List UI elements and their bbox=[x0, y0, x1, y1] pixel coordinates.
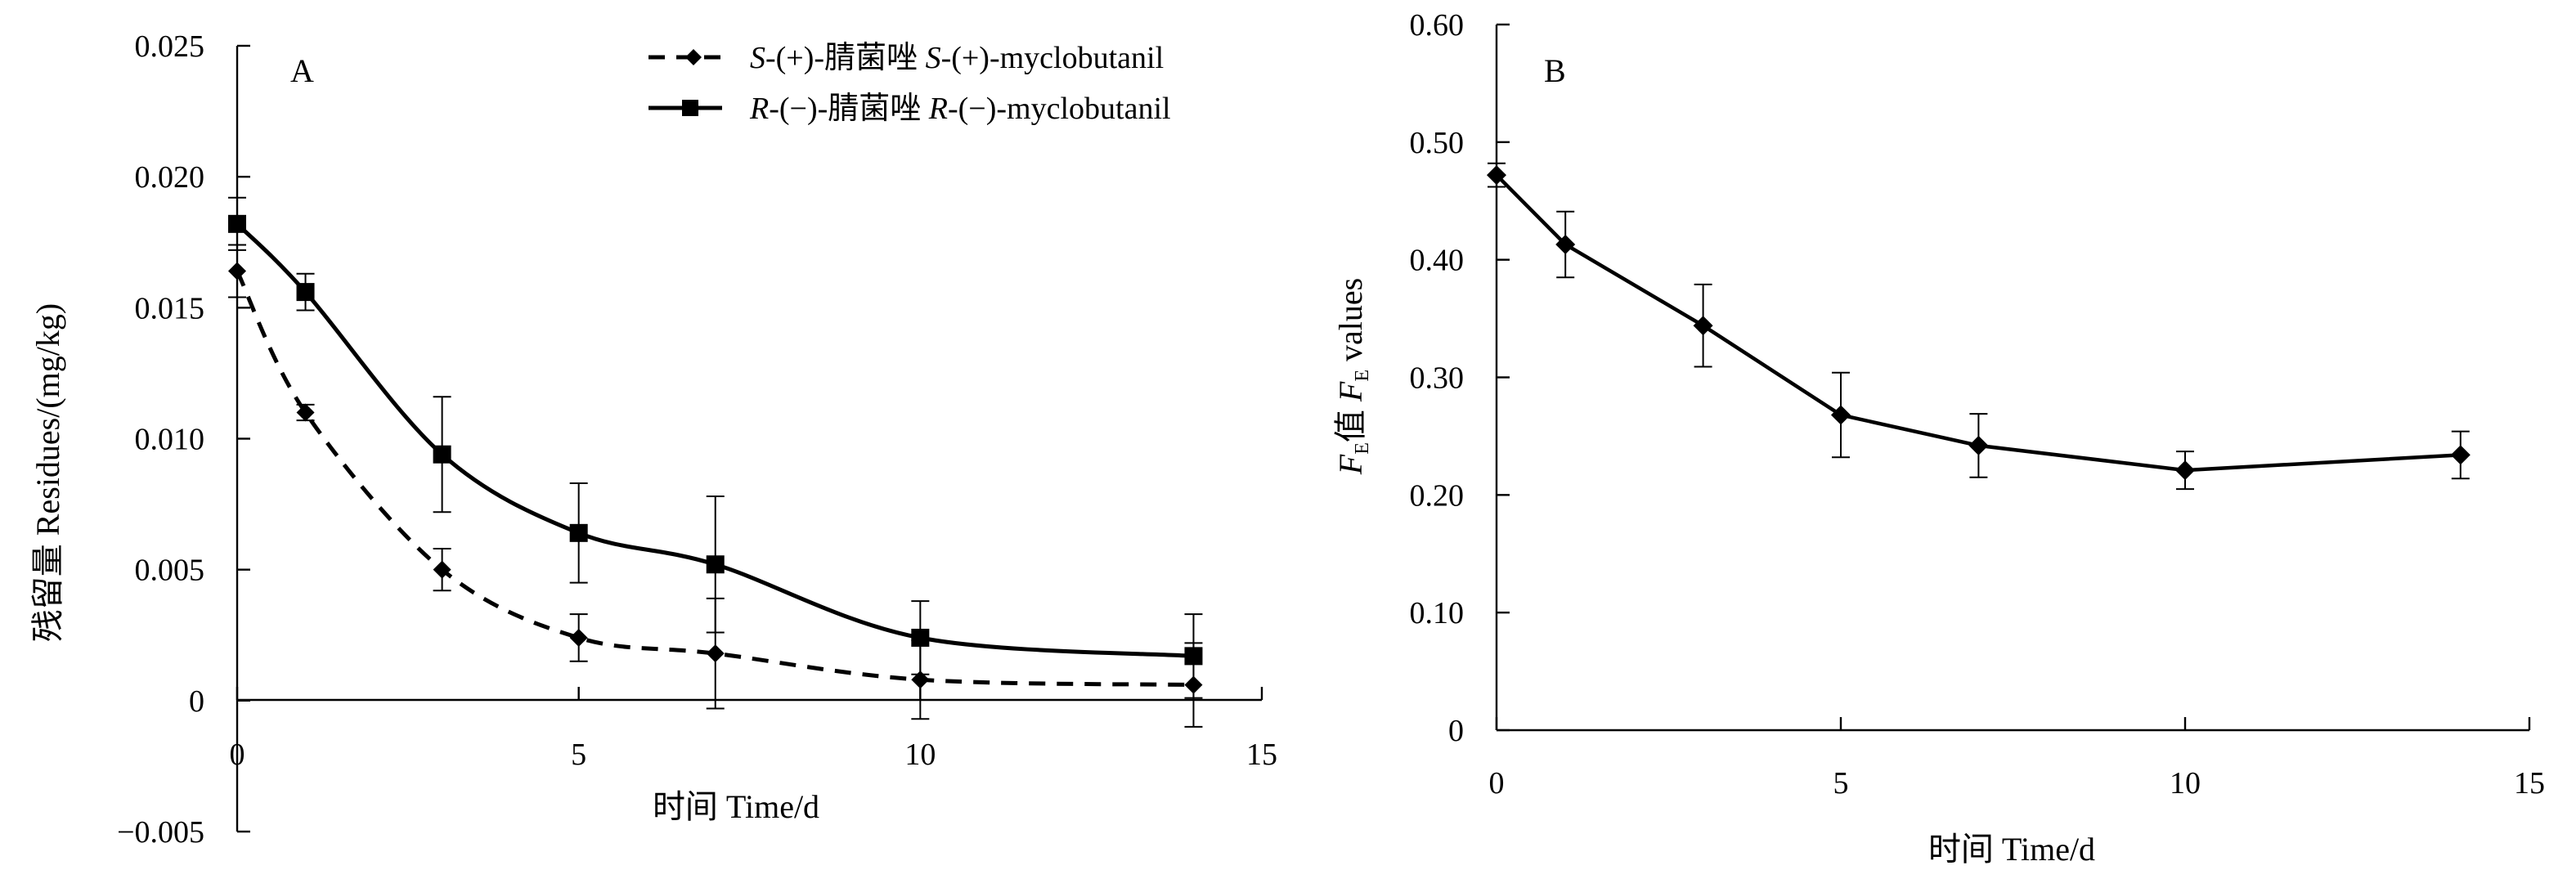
panel-b-y-tick-label: 0.60 bbox=[1410, 8, 1465, 43]
panel-a-s-point bbox=[433, 560, 451, 579]
panel-b-y-tick-label: 0.40 bbox=[1410, 244, 1465, 278]
panel-b-point bbox=[1487, 165, 1506, 186]
panel-b-point bbox=[1831, 405, 1851, 425]
panel-b-y-tick-label: 0.50 bbox=[1410, 126, 1465, 160]
panel-a-x-tick-label: 0 bbox=[230, 738, 245, 772]
panel-a-y-axis-title: 残留量 Residues/(mg/kg) bbox=[29, 303, 66, 642]
panel-b-point bbox=[2450, 445, 2471, 465]
panel-b-x-ticks: 0 5 10 15 bbox=[1489, 717, 2545, 801]
legend-s-label: S-(+)-腈菌唑 S-(+)-myclobutanil bbox=[750, 41, 1164, 75]
panel-b-markers bbox=[1487, 165, 2471, 481]
panel-b-point bbox=[1693, 316, 1713, 336]
panel-a-x-axis-title: 时间 Time/d bbox=[653, 788, 819, 825]
panel-b-x-tick-label: 5 bbox=[1833, 766, 1849, 801]
panel-a-r-point bbox=[911, 628, 930, 647]
panel-b-x-tick-label: 0 bbox=[1489, 766, 1505, 801]
panel-a-label: A bbox=[290, 52, 314, 89]
panel-b-y-tick-label: 0.30 bbox=[1410, 361, 1465, 396]
panel-a-y-tick-label: 0.005 bbox=[135, 554, 205, 588]
panel-a-y-tick-label: −0.005 bbox=[117, 815, 204, 850]
legend-s-diamond-marker bbox=[685, 49, 702, 65]
panel-a-s-point bbox=[296, 403, 315, 422]
panel-a-y-tick-label: 0.025 bbox=[135, 29, 205, 64]
panel-b-y-tick-label: 0.20 bbox=[1410, 478, 1465, 513]
panel-b-point bbox=[1968, 435, 1989, 455]
panel-a-s-point bbox=[706, 644, 725, 663]
panel-b-point bbox=[2175, 460, 2195, 481]
panel-b-y-axis-title: FE值 FE values bbox=[1332, 278, 1373, 475]
panel-a-r-point bbox=[296, 283, 315, 302]
panel-b-y-ticks: 0 0.10 0.20 0.30 0.40 0.50 0.60 bbox=[1410, 8, 1510, 748]
panel-a-y-tick-label: 0.020 bbox=[135, 160, 205, 195]
panel-a-r-point bbox=[228, 214, 246, 233]
panel-a-r-myclobutanil-line bbox=[236, 222, 1194, 658]
panel-a-r-point bbox=[433, 445, 451, 464]
panel-a-s-point bbox=[911, 670, 930, 689]
legend-r-label: R-(−)-腈菌唑 R-(−)-myclobutanil bbox=[749, 92, 1171, 126]
panel-a-r-point bbox=[706, 555, 725, 574]
panel-a-s-myclobutanil-line bbox=[235, 270, 1194, 688]
panel-a-r-point bbox=[569, 523, 588, 542]
panel-a-r-point bbox=[1184, 647, 1203, 666]
panel-b-point bbox=[1555, 234, 1576, 254]
panel-b-label: B bbox=[1544, 52, 1566, 89]
panel-a-y-tick-label: 0 bbox=[189, 684, 204, 719]
panel-a-y-tick-label: 0.010 bbox=[135, 423, 205, 457]
panel-b-y-tick-label: 0.10 bbox=[1410, 596, 1465, 630]
panel-b-x-axis-title: 时间 Time/d bbox=[1928, 831, 2095, 868]
panel-a-x-tick-label: 5 bbox=[571, 738, 586, 772]
panel-b-y-tick-label: 0 bbox=[1448, 714, 1464, 748]
panel-b-x-tick-label: 15 bbox=[2514, 766, 2545, 801]
panel-a-s-point bbox=[569, 628, 588, 647]
panel-a-y-tick-label: 0.015 bbox=[135, 291, 205, 325]
panel-b-x-tick-label: 10 bbox=[2170, 766, 2201, 801]
panel-a-x-ticks: 0 5 10 15 bbox=[230, 687, 1277, 772]
panel-a-x-tick-label: 10 bbox=[904, 738, 936, 772]
panel-b-chart: 0 0.10 0.20 0.30 0.40 0.50 0.60 0 5 10 15 B 时间 Ti… bbox=[1332, 8, 2545, 868]
panel-a-legend: S-(+)-腈菌唑 S-(+)-myclobutanil R-(−)-腈菌唑 R… bbox=[648, 41, 1171, 126]
panel-a-y-ticks: −0.005 0 0.005 0.010 0.015 0.020 0.025 bbox=[117, 29, 250, 850]
panel-a-x-tick-label: 15 bbox=[1246, 738, 1277, 772]
panel-a-s-point bbox=[1184, 675, 1203, 694]
legend-r-square-marker bbox=[682, 100, 698, 116]
panel-a-markers bbox=[228, 214, 1203, 694]
panel-a-s-point bbox=[228, 262, 246, 280]
